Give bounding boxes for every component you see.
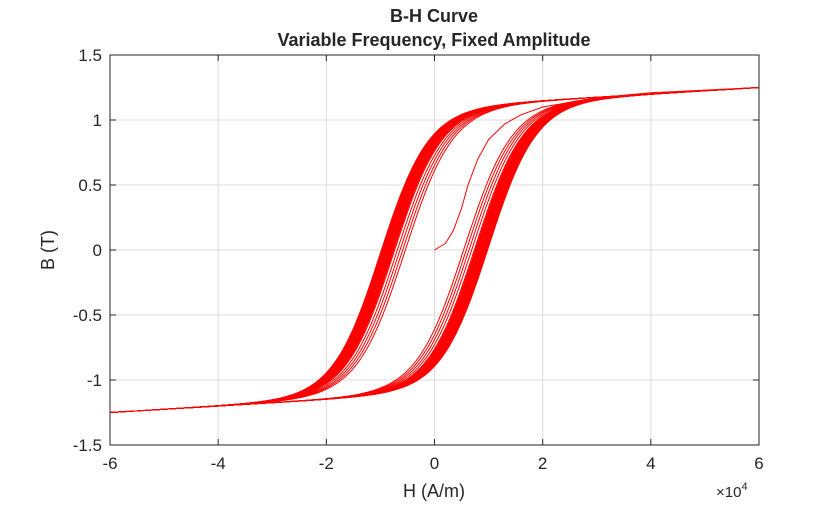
x-exponent: ×104 [716,481,748,501]
x-exponent-base: ×10 [716,484,741,501]
y-tick-label: -1.5 [73,436,102,455]
y-axis-label: B (T) [38,230,58,270]
x-tick-label: -6 [102,454,117,473]
x-tick-label: 6 [754,454,763,473]
x-tick-label: 2 [538,454,547,473]
x-tick-label: 0 [430,454,439,473]
x-tick-label: -2 [319,454,334,473]
chart-title: B-H Curve [390,6,478,26]
x-tick-label: 4 [646,454,655,473]
x-exponent-power: 4 [741,481,747,493]
chart-subtitle: Variable Frequency, Fixed Amplitude [277,30,590,50]
y-tick-label: -0.5 [73,306,102,325]
y-tick-label: 0.5 [78,176,102,195]
y-tick-label: 0 [93,241,102,260]
y-tick-label: 1 [93,111,102,130]
x-tick-label: -4 [211,454,226,473]
ticks: -6 -4 -2 0 2 4 6 1.5 1 0.5 0 -0.5 -1 -1.5 [73,46,764,473]
x-axis-label: H (A/m) [403,481,465,501]
y-tick-label: 1.5 [78,46,102,65]
y-tick-label: -1 [87,371,102,390]
initial-magnetization-curve [434,87,760,251]
